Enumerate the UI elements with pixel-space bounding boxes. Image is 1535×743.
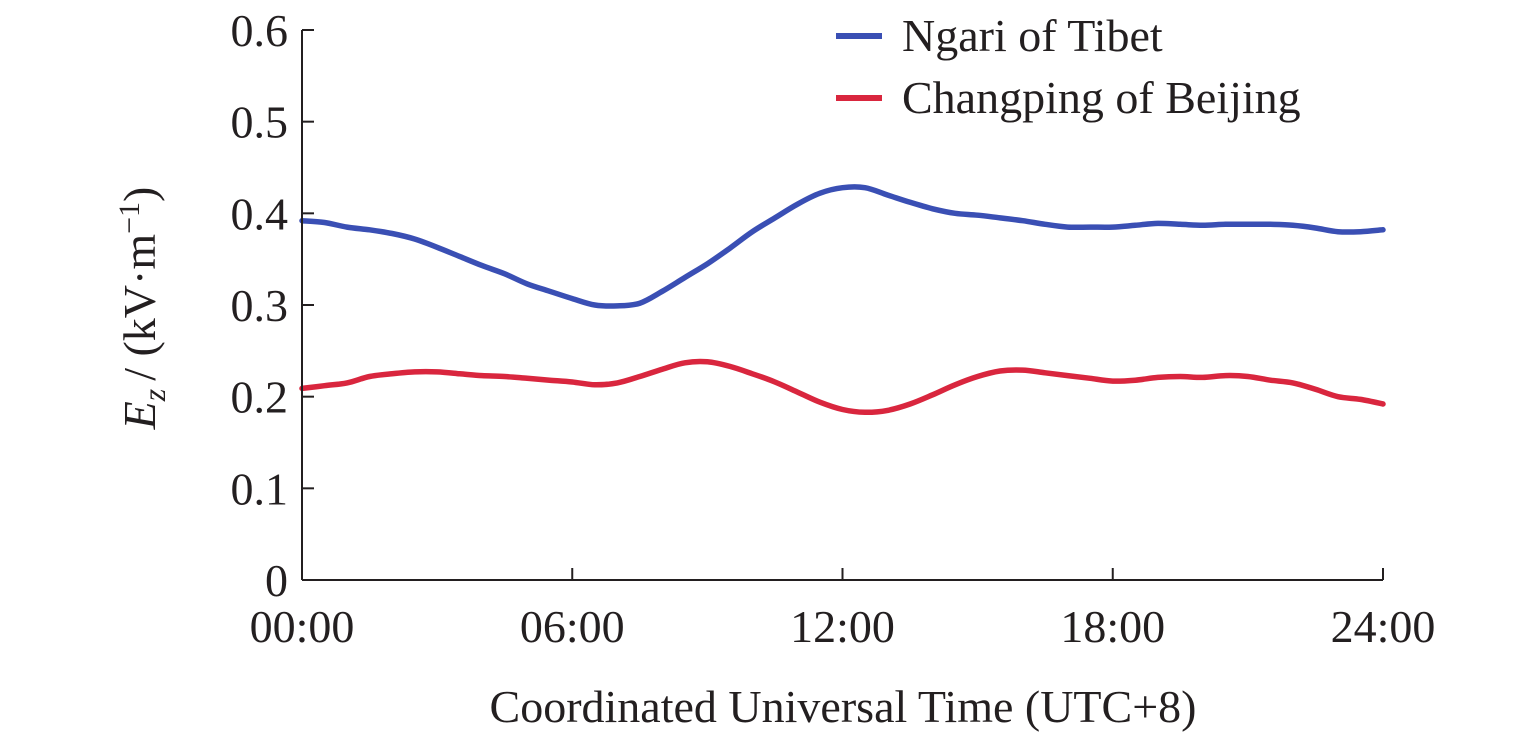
y-tick-label: 0.3: [231, 280, 289, 331]
y-tick-label: 0.5: [231, 97, 289, 148]
y-axis-unit-exponent: −1: [113, 202, 146, 234]
series-line-1: [299, 358, 1386, 416]
legend-label: Changping of Beijing: [902, 72, 1301, 123]
x-tick-label: 00:00: [250, 601, 355, 652]
series-line-0: [299, 184, 1386, 309]
x-axis-title: Coordinated Universal Time (UTC+8): [490, 681, 1197, 732]
legend-label: Ngari of Tibet: [902, 10, 1163, 61]
y-tick-label: 0: [265, 555, 288, 606]
x-tick-label: 06:00: [520, 601, 625, 652]
y-axis-unit: / (kV·m: [114, 234, 165, 381]
y-axis-symbol: E: [114, 401, 165, 430]
y-axis-subscript: z: [136, 388, 172, 402]
x-tick-label: 24:00: [1331, 601, 1436, 652]
x-tick-label: 12:00: [790, 601, 895, 652]
y-tick-label: 0.1: [231, 463, 289, 514]
ticks-layer: 0 0.1 0.2 0.3 0.4 0.5 0.6 00:00 06:00 12:00 18:00 2…: [231, 5, 1436, 652]
x-tick-label: 18:00: [1060, 601, 1165, 652]
series-layer: [299, 184, 1386, 416]
y-axis-title: Ez / (kV·m−1): [113, 187, 172, 431]
y-tick-label: 0.2: [231, 372, 289, 423]
legend: Ngari of Tibet Changping of Beijing: [836, 10, 1301, 123]
y-tick-label: 0.4: [231, 188, 289, 239]
y-tick-label: 0.6: [231, 5, 289, 56]
y-axis-unit-close: ): [114, 187, 165, 202]
